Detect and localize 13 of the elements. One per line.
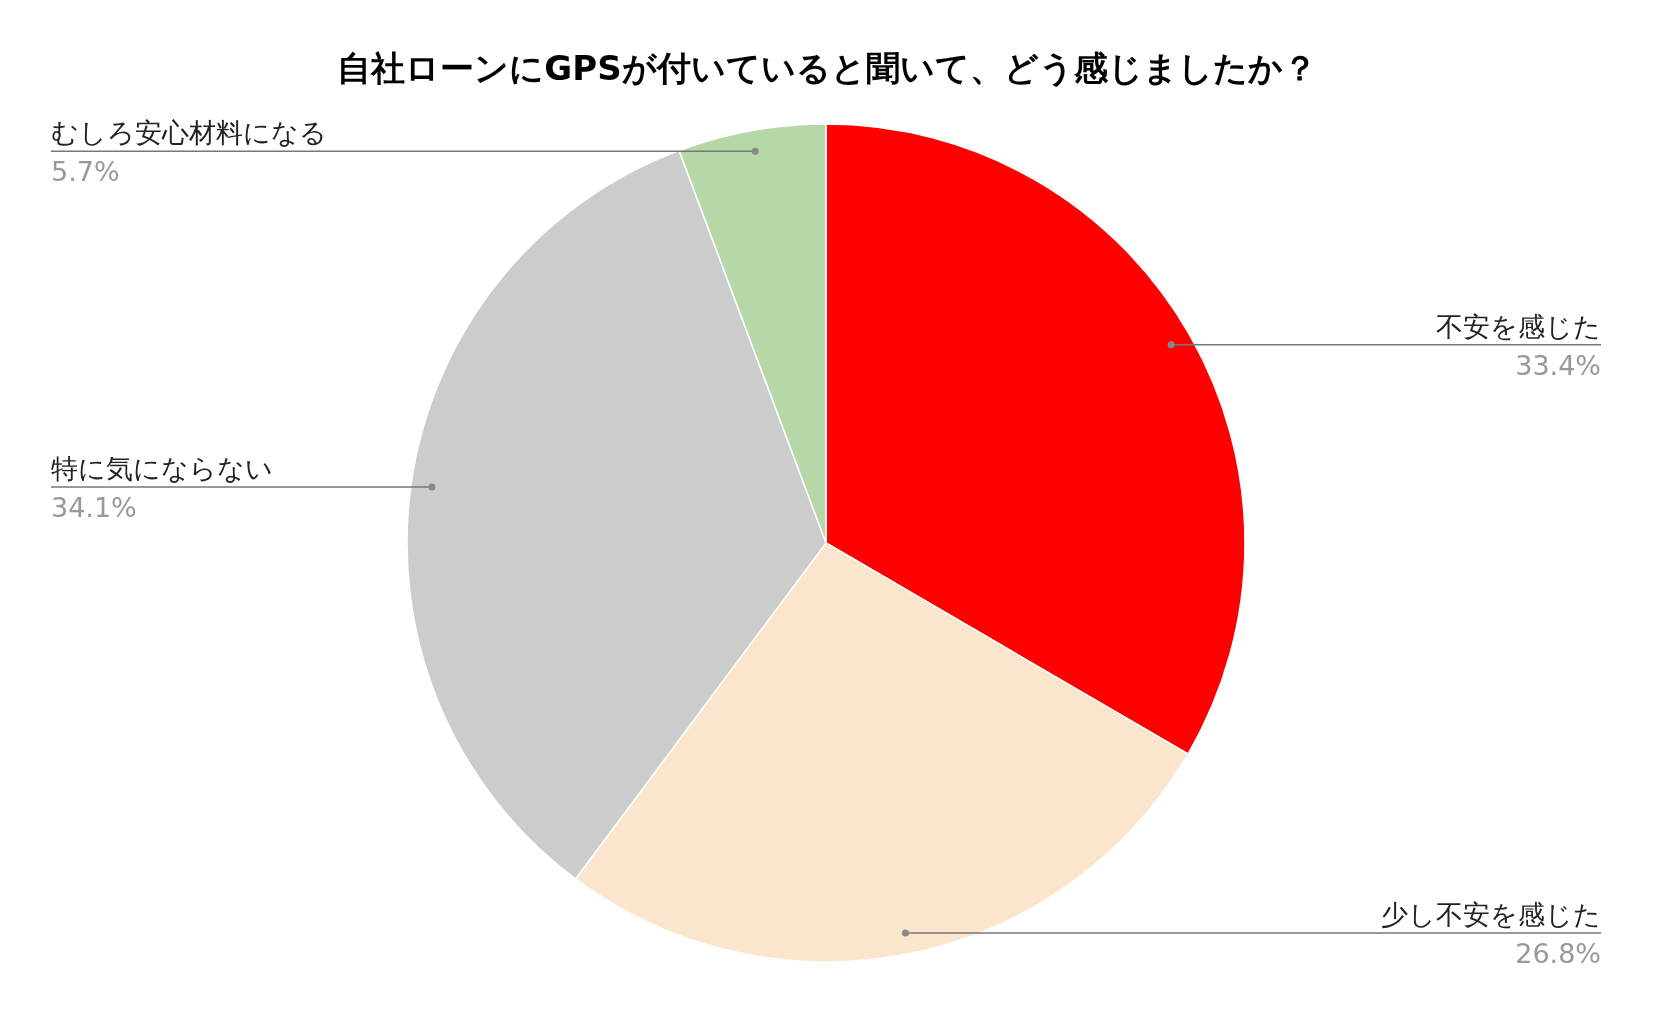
data-label: 33.4% <box>1515 349 1601 381</box>
slice-label: むしろ安心材料になる <box>51 117 327 149</box>
data-label: 34.1% <box>51 491 137 523</box>
pie-slice <box>825 123 1246 755</box>
slice-label: 不安を感じた <box>1436 310 1601 342</box>
data-label: 26.8% <box>1515 938 1601 970</box>
chart-title: 自社ローンにGPSが付いていると聞いて、どう感じましたか？ <box>337 48 1317 88</box>
data-label: 5.7% <box>51 156 120 188</box>
pie-slice <box>574 542 1189 963</box>
pie-slice <box>406 149 827 880</box>
slice-label: 少し不安を感じた <box>1381 899 1601 931</box>
pie-slice <box>678 123 827 544</box>
slice-label: 特に気にならない <box>51 452 273 484</box>
